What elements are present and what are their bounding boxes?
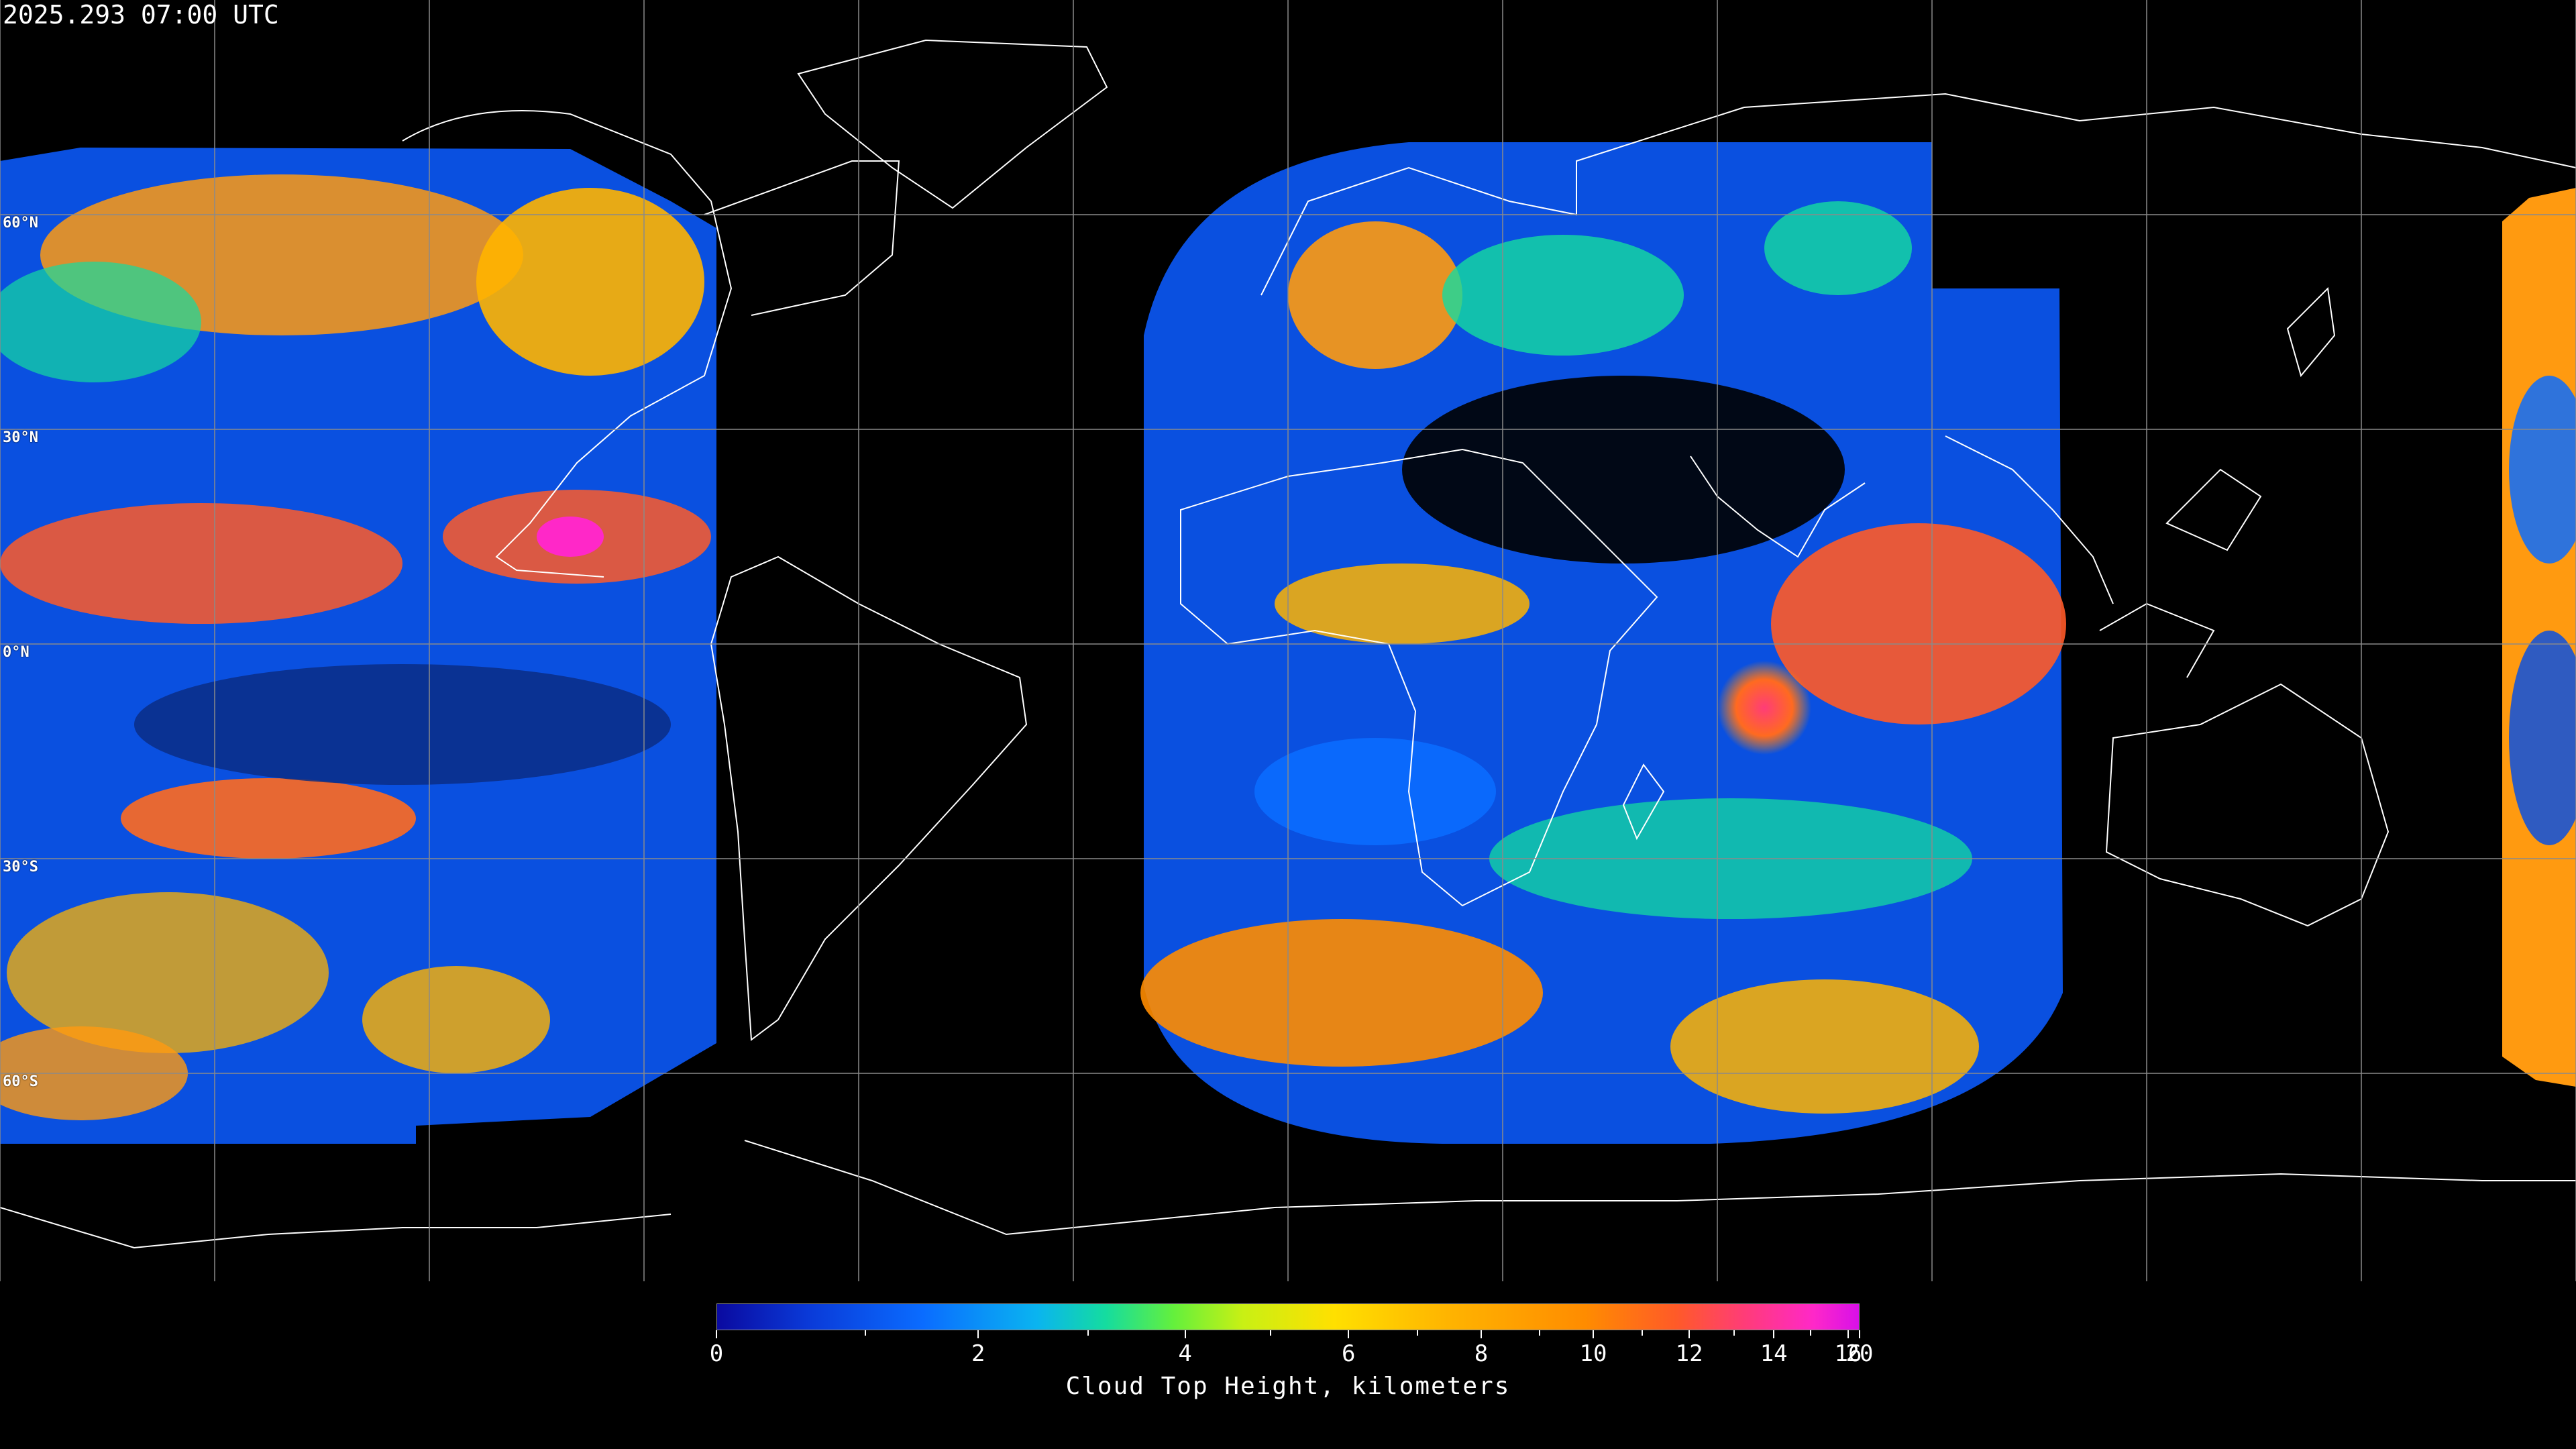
coastlines bbox=[0, 39, 2576, 1249]
colorbar-minor-tick bbox=[1733, 1330, 1735, 1336]
colorbar-tick-label: 0 bbox=[709, 1340, 724, 1367]
colorbar-tick bbox=[1859, 1330, 1860, 1338]
colorbar-tick bbox=[1688, 1330, 1690, 1338]
colorbar-tick-label: 4 bbox=[1178, 1340, 1192, 1367]
colorbar-tick bbox=[1480, 1330, 1482, 1338]
colorbar-tick bbox=[716, 1330, 717, 1338]
colorbar-tick bbox=[1184, 1330, 1186, 1338]
colorbar-tick bbox=[1348, 1330, 1350, 1338]
timestamp: 2025.293 07:00 UTC bbox=[3, 0, 279, 30]
colorbar-tick bbox=[1773, 1330, 1775, 1338]
colorbar-tick-label: 20 bbox=[1845, 1340, 1874, 1367]
colorbar-minor-tick bbox=[1416, 1330, 1418, 1336]
lat-label-30n: 30°N bbox=[3, 429, 38, 446]
colorbar-title: Cloud Top Height, kilometers bbox=[1065, 1373, 1511, 1400]
lat-label-60s: 60°S bbox=[3, 1073, 38, 1090]
colorbar-minor-tick bbox=[1538, 1330, 1540, 1336]
colorbar-minor-tick bbox=[864, 1330, 866, 1336]
satellite-panel-center bbox=[1140, 142, 2066, 1144]
colorbar-minor-tick bbox=[1270, 1330, 1272, 1336]
colorbar-minor-tick bbox=[1809, 1330, 1811, 1336]
colorbar-tick-label: 10 bbox=[1579, 1340, 1607, 1367]
colorbar-minor-tick bbox=[1642, 1330, 1644, 1336]
colorbar bbox=[716, 1303, 1860, 1330]
colorbar-tick bbox=[977, 1330, 979, 1338]
colorbar-tick-label: 8 bbox=[1474, 1340, 1489, 1367]
colorbar-tick-label: 16 bbox=[1834, 1340, 1862, 1367]
colorbar-minor-tick bbox=[1087, 1330, 1089, 1336]
world-map bbox=[0, 0, 2576, 1281]
satellite-panel-east bbox=[2502, 188, 2576, 1087]
colorbar-gradient bbox=[716, 1303, 1860, 1330]
graticule bbox=[0, 0, 2576, 1281]
satellite-panel-west bbox=[0, 148, 716, 1144]
lat-label-60n: 60°N bbox=[3, 215, 38, 231]
colorbar-tick-label: 12 bbox=[1675, 1340, 1703, 1367]
colorbar-tick-label: 2 bbox=[971, 1340, 985, 1367]
lat-label-0n: 0°N bbox=[3, 644, 30, 661]
colorbar-tick-label: 14 bbox=[1760, 1340, 1788, 1367]
colorbar-tick bbox=[1592, 1330, 1594, 1338]
colorbar-tick bbox=[1847, 1330, 1849, 1338]
colorbar-tick-label: 6 bbox=[1342, 1340, 1356, 1367]
lat-label-30s: 30°S bbox=[3, 859, 38, 875]
